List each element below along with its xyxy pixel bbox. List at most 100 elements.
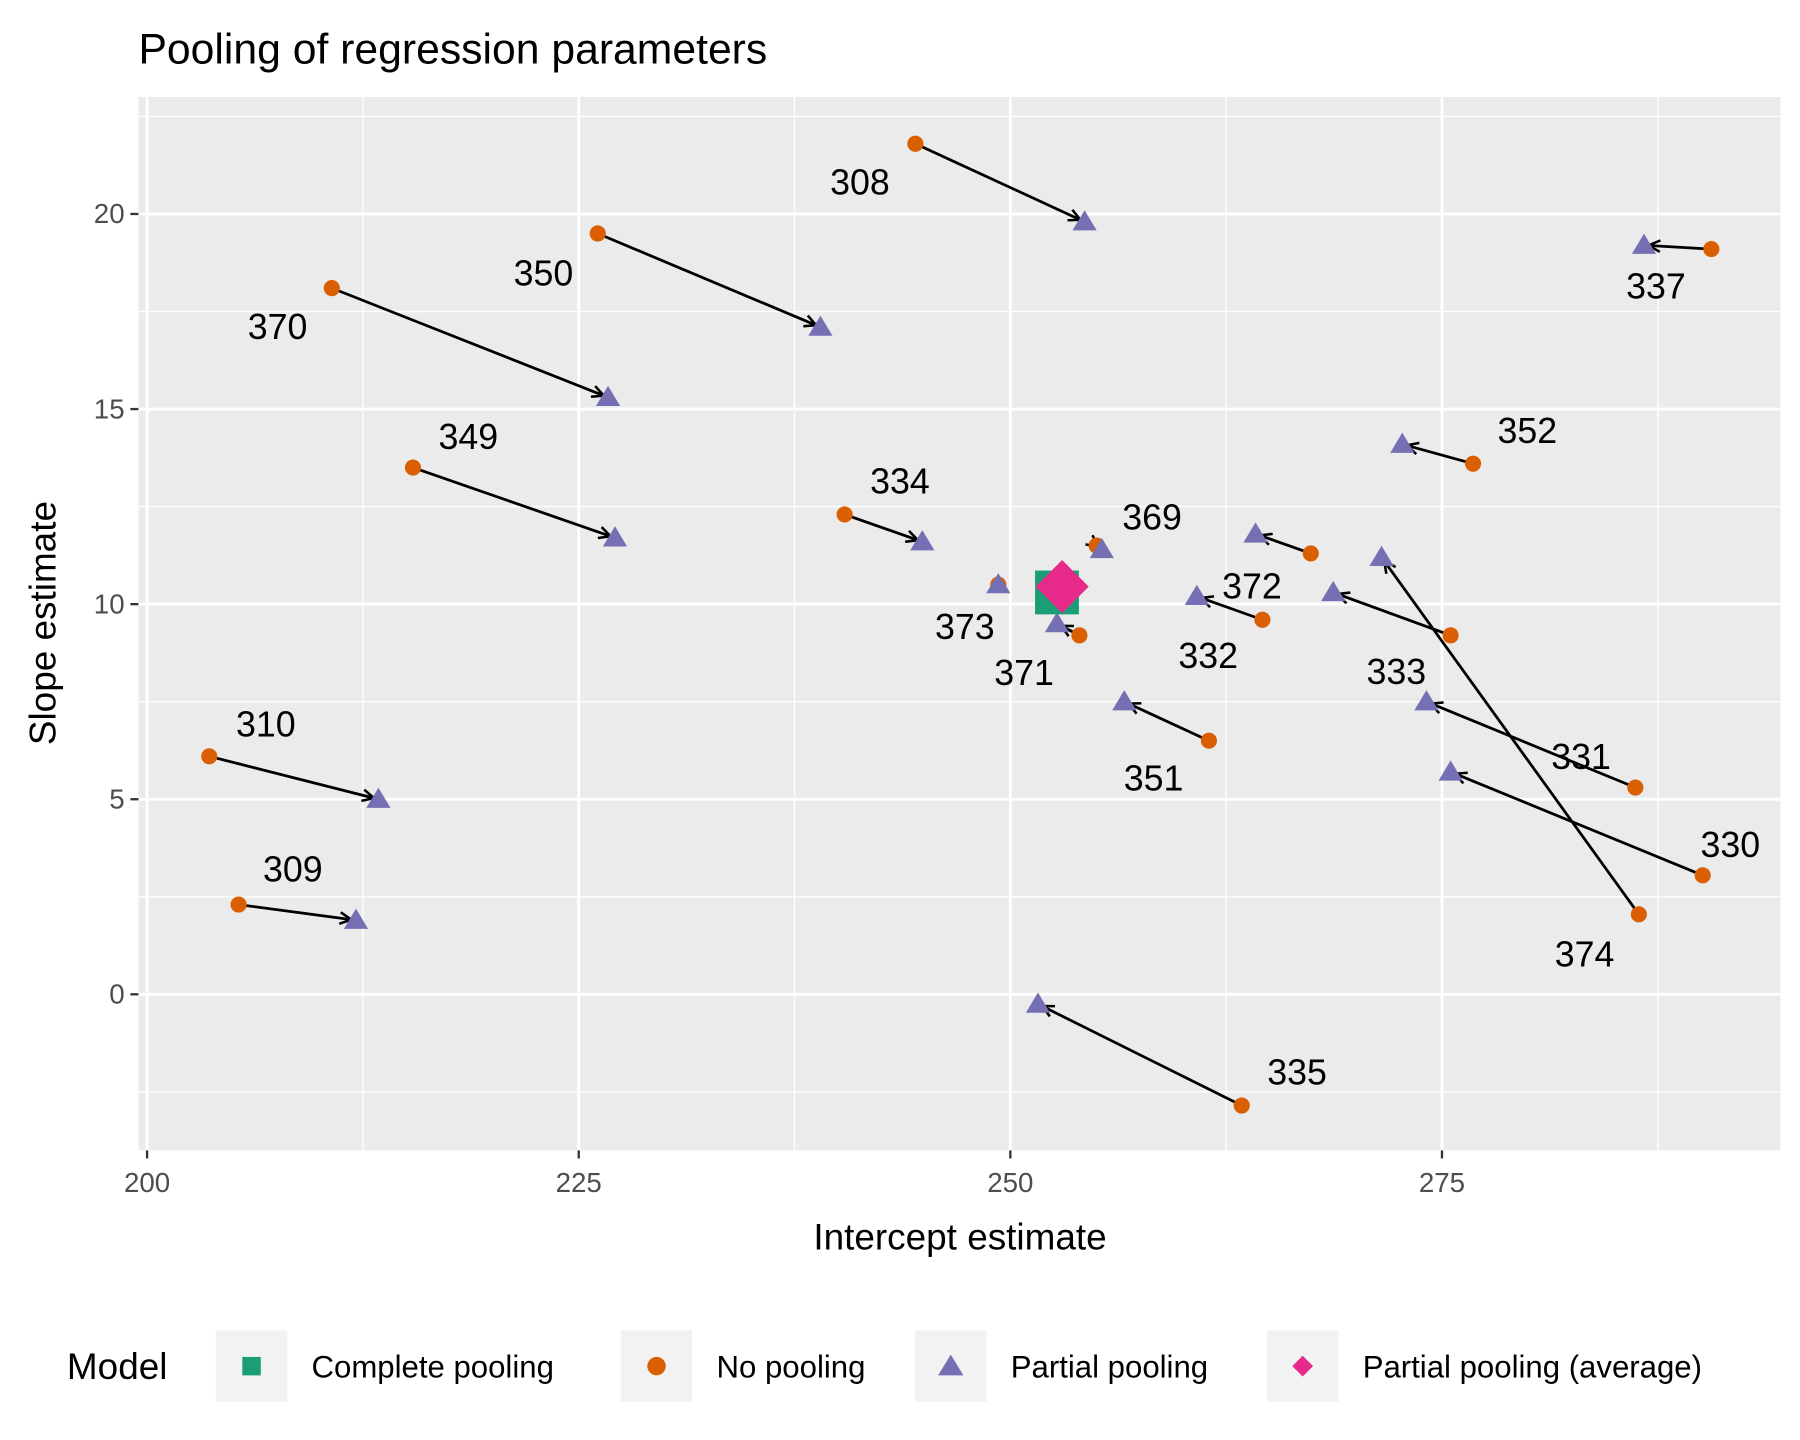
legend-label: Partial pooling: [1011, 1350, 1208, 1385]
point-label-372: 372: [1222, 566, 1282, 606]
partial-pooling-point-352: [1390, 432, 1415, 453]
partial-pooling-point-309: [343, 908, 369, 929]
plot-panel: [138, 96, 1781, 1151]
shrinkage-arrow-351: [1128, 704, 1210, 742]
no-pooling-point-310: [201, 748, 218, 765]
shrinkage-arrow-332: [1201, 598, 1263, 622]
point-label-309: 309: [263, 850, 323, 890]
y-tick-label: 0: [109, 979, 124, 1010]
point-label-334: 334: [870, 462, 930, 502]
point-label-373: 373: [935, 607, 995, 647]
y-tick-label: 15: [94, 393, 125, 424]
partial-pooling-point-310: [366, 787, 391, 808]
partial-pooling-point-373: [986, 573, 1011, 594]
y-tick-label: 20: [94, 198, 125, 229]
no-pooling-point-350: [589, 225, 606, 242]
no-pooling-point-351: [1200, 732, 1217, 749]
no-pooling-point-337: [1703, 241, 1720, 258]
point-label-370: 370: [248, 307, 308, 347]
point-label-369: 369: [1122, 497, 1182, 537]
point-labels: 308 350 370 349 334 369 373 371 372 332 333 331 352 3…: [236, 163, 1760, 1093]
no-pooling-point-331: [1627, 779, 1644, 796]
shrinkage-arrow-370: [331, 286, 604, 396]
shrinkage-arrow-374: [1384, 561, 1640, 916]
partial-pooling-point-308: [1072, 210, 1097, 231]
shrinkage-arrow-349: [412, 466, 611, 537]
x-tick-label: 250: [987, 1167, 1033, 1198]
partial-pooling-point-332: [1184, 584, 1209, 605]
point-label-330: 330: [1701, 825, 1761, 865]
partial-pooling-point-351: [1112, 690, 1137, 711]
partial-pooling-point-331: [1414, 690, 1439, 711]
shrinkage-arrow-309: [238, 903, 352, 920]
no-pooling-point-330: [1694, 867, 1711, 884]
y-axis-label: Slope estimate: [22, 501, 63, 745]
point-label-351: 351: [1124, 758, 1184, 798]
shrinkage-arrow-337: [1649, 245, 1712, 249]
no-pooling-point-371: [1071, 627, 1088, 644]
no-pooling-point-352: [1464, 455, 1482, 472]
partial-pooling-point-372: [1243, 522, 1268, 543]
partial-pooling-point-370: [595, 385, 621, 407]
point-label-310: 310: [236, 705, 296, 745]
legend: Model Complete pooling No pooling Partial …: [67, 1330, 1702, 1402]
shrinkage-arrow-331: [1431, 703, 1636, 789]
partial-pooling-point-333: [1321, 580, 1346, 602]
partial-pooling-point-349: [602, 526, 628, 547]
legend-label: Partial pooling (average): [1363, 1350, 1702, 1385]
point-label-352: 352: [1497, 411, 1557, 451]
partial-pooling-point-330: [1438, 760, 1463, 781]
shrinkage-arrow-372: [1260, 535, 1312, 555]
shrinkage-arrows: [208, 142, 1712, 1107]
no-pooling-point-333: [1442, 627, 1459, 644]
shrinkage-arrow-334: [844, 513, 918, 540]
shrinkage-arrow-350: [597, 232, 816, 325]
points: [201, 135, 1720, 1114]
legend-square-icon: [242, 1356, 261, 1376]
point-label-337: 337: [1626, 267, 1686, 307]
x-tick-label: 275: [1419, 1167, 1465, 1198]
no-pooling-point-332: [1254, 611, 1271, 628]
point-label-333: 333: [1367, 652, 1427, 692]
point-label-349: 349: [439, 417, 499, 457]
partial-pooling-point-371: [1044, 612, 1070, 633]
partial-pooling-point-350: [808, 315, 833, 336]
shrinkage-arrow-310: [208, 754, 374, 798]
partial-pooling-point-334: [910, 530, 935, 551]
no-pooling-point-374: [1630, 906, 1647, 923]
legend-label: Complete pooling: [312, 1350, 554, 1385]
chart-title: Pooling of regression parameters: [138, 25, 767, 73]
axes: 200 225 250 275 0 5 10 15 20: [94, 198, 1465, 1198]
shrinkage-arrow-330: [1455, 774, 1704, 877]
gridlines: [138, 96, 1781, 1151]
legend-label: No pooling: [717, 1350, 866, 1385]
no-pooling-point-349: [404, 459, 422, 476]
point-label-374: 374: [1555, 934, 1615, 974]
point-label-331: 331: [1551, 737, 1611, 777]
partial-pooling-point-337: [1631, 233, 1657, 254]
no-pooling-point-335: [1233, 1097, 1250, 1114]
point-label-308: 308: [830, 163, 890, 203]
point-label-335: 335: [1267, 1053, 1327, 1093]
no-pooling-point-372: [1302, 545, 1319, 562]
partial-pooling-point-335: [1025, 992, 1051, 1013]
partial-pooling-point-369: [1089, 537, 1114, 559]
legend-title: Model: [67, 1346, 168, 1387]
no-pooling-point-370: [323, 280, 340, 297]
no-pooling-point-334: [836, 506, 853, 523]
x-axis-label: Intercept estimate: [813, 1217, 1106, 1258]
legend-triangle-icon: [938, 1354, 964, 1376]
shrinkage-arrow-308: [914, 142, 1080, 220]
y-tick-label: 5: [109, 783, 124, 814]
legend-diamond-icon: [1292, 1355, 1314, 1377]
legend-circle-icon: [647, 1356, 666, 1376]
point-label-371: 371: [994, 653, 1054, 693]
no-pooling-point-308: [907, 135, 924, 152]
point-label-332: 332: [1178, 636, 1238, 676]
no-pooling-point-309: [230, 896, 247, 913]
point-label-350: 350: [514, 253, 574, 293]
x-tick-label: 225: [556, 1167, 602, 1198]
y-tick-label: 10: [94, 588, 125, 619]
shrinkage-arrow-335: [1042, 1006, 1243, 1107]
